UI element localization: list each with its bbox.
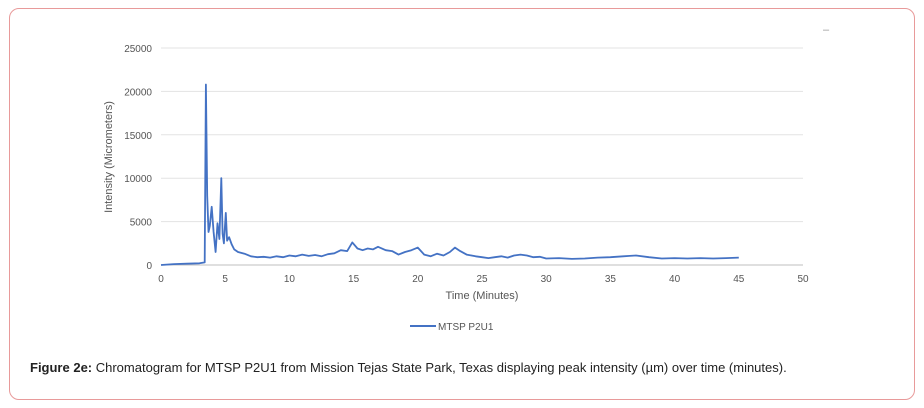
x-tick-labels: 0 5 10 15 20 25 30 35 40 45 50: [158, 274, 809, 285]
series-line-mtsp-p2u1: [160, 83, 739, 266]
x-tick-label: 20: [412, 274, 424, 285]
x-tick-label: 45: [733, 274, 745, 285]
y-axis-label: Intensity (Micrometers): [103, 101, 115, 213]
y-tick-label: 10000: [124, 174, 152, 185]
x-tick-label: 0: [158, 274, 164, 285]
y-tick-label: 0: [146, 261, 152, 272]
x-tick-label: 35: [605, 274, 617, 285]
y-tick-label: 20000: [124, 87, 152, 98]
figure-frame: [9, 8, 915, 400]
x-axis-label: Time (Minutes): [446, 290, 519, 302]
y-tick-label: 5000: [130, 218, 153, 229]
x-tick-label: 50: [797, 274, 809, 285]
caption-label: Figure 2e:: [30, 360, 93, 375]
legend-label: MTSP P2U1: [438, 322, 494, 333]
gridlines: [161, 47, 803, 266]
caption-text: Chromatogram for MTSP P2U1 from Mission …: [92, 360, 787, 375]
series-group: [160, 83, 739, 266]
y-tick-label: 25000: [124, 44, 152, 55]
corner-dash: –: [823, 24, 830, 36]
x-tick-label: 15: [348, 274, 360, 285]
x-tick-label: 5: [222, 274, 228, 285]
legend: MTSP P2U1: [410, 322, 494, 333]
y-tick-label: 15000: [124, 131, 152, 142]
x-tick-label: 30: [541, 274, 553, 285]
chromatogram-chart: 0 5000 10000 15000 20000 25000 0 5 10 15 20 25 30 35…: [103, 44, 809, 333]
x-tick-label: 40: [669, 274, 681, 285]
x-tick-label: 10: [284, 274, 296, 285]
y-tick-labels: 0 5000 10000 15000 20000 25000: [124, 44, 152, 272]
figure-caption: Figure 2e: Chromatogram for MTSP P2U1 fr…: [30, 360, 787, 375]
x-tick-label: 25: [476, 274, 488, 285]
